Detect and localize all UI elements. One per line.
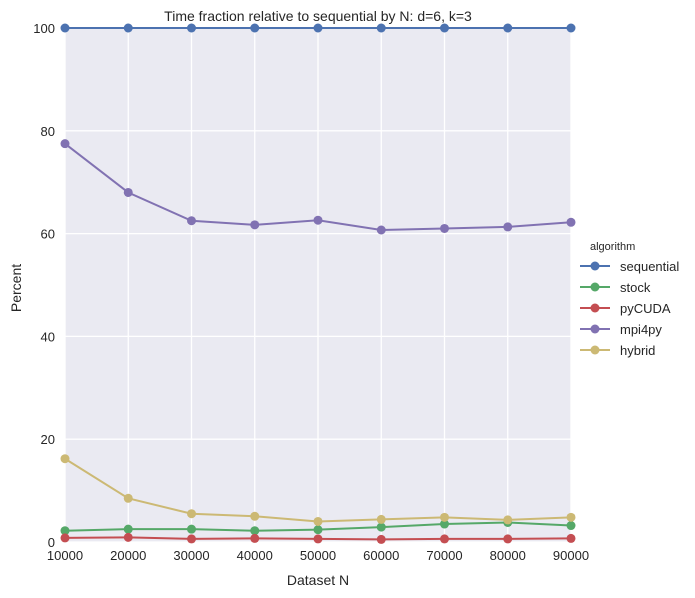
data-point-hybrid — [123, 493, 133, 503]
series-mpi4py — [60, 139, 576, 235]
data-point-stock — [60, 526, 70, 536]
data-point-hybrid — [313, 516, 323, 526]
data-point-pyCUDA — [503, 534, 513, 544]
legend-marker — [590, 345, 600, 355]
series-hybrid — [60, 454, 576, 526]
data-point-stock — [250, 526, 260, 536]
legend-label: pyCUDA — [620, 301, 671, 316]
legend-item-hybrid: hybrid — [580, 343, 655, 358]
data-point-stock — [376, 522, 386, 532]
data-point-stock — [440, 519, 449, 529]
legend: algorithm sequential stock pyCUDA mpi4py hyb… — [580, 241, 679, 358]
series-sequential — [60, 23, 576, 33]
legend-item-pyCUDA: pyCUDA — [580, 301, 671, 316]
series-pyCUDA — [60, 532, 576, 544]
y-tick-labels: 0 20 40 60 80 100 — [33, 21, 55, 550]
data-point-mpi4py — [440, 223, 449, 233]
legend-item-mpi4py: mpi4py — [580, 322, 662, 337]
legend-marker — [590, 324, 600, 334]
data-point-pyCUDA — [313, 534, 323, 544]
data-point-pyCUDA — [566, 533, 576, 543]
data-point-stock — [123, 524, 133, 534]
data-point-mpi4py — [187, 216, 196, 226]
x-tick-label: 90000 — [553, 548, 589, 563]
data-point-pyCUDA — [250, 533, 260, 543]
legend-marker — [590, 261, 600, 271]
data-point-sequential — [376, 23, 386, 33]
y-tick-label: 100 — [33, 21, 55, 36]
y-axis-label: Percent — [8, 264, 24, 312]
data-point-pyCUDA — [376, 534, 386, 544]
data-point-sequential — [503, 23, 513, 33]
legend-label: stock — [620, 280, 651, 295]
legend-marker — [590, 282, 600, 292]
x-tick-label: 10000 — [47, 548, 83, 563]
data-point-hybrid — [566, 512, 576, 522]
legend-title: algorithm — [590, 241, 635, 253]
y-tick-label: 0 — [48, 535, 55, 550]
x-tick-labels: 10000 20000 30000 40000 50000 60000 70000 80000… — [47, 548, 589, 563]
legend-item-sequential: sequential — [580, 259, 679, 274]
x-tick-label: 80000 — [490, 548, 526, 563]
x-tick-label: 20000 — [110, 548, 146, 563]
data-point-sequential — [566, 23, 576, 33]
legend-label: mpi4py — [620, 322, 662, 337]
x-tick-label: 70000 — [426, 548, 462, 563]
data-point-mpi4py — [566, 217, 576, 227]
legend-marker — [590, 303, 600, 313]
y-tick-label: 20 — [41, 432, 55, 447]
x-tick-label: 60000 — [363, 548, 399, 563]
y-tick-label: 80 — [41, 124, 55, 139]
x-tick-label: 50000 — [300, 548, 336, 563]
legend-item-stock: stock — [580, 280, 651, 295]
data-point-hybrid — [60, 454, 70, 464]
data-point-pyCUDA — [123, 532, 133, 542]
y-tick-label: 40 — [41, 329, 55, 344]
data-point-mpi4py — [123, 187, 133, 197]
data-point-mpi4py — [60, 139, 70, 149]
y-tick-label: 60 — [41, 227, 55, 242]
data-point-pyCUDA — [440, 534, 449, 544]
data-point-hybrid — [376, 514, 386, 524]
series-layer — [60, 23, 576, 544]
data-point-stock — [566, 521, 576, 531]
data-point-mpi4py — [250, 220, 260, 230]
legend-label: sequential — [620, 259, 679, 274]
x-axis-label: Dataset N — [287, 572, 349, 588]
data-point-sequential — [313, 23, 323, 33]
data-point-pyCUDA — [187, 534, 196, 544]
data-point-hybrid — [187, 509, 196, 519]
chart-title: Time fraction relative to sequential by … — [164, 8, 472, 24]
data-point-mpi4py — [376, 225, 386, 235]
data-point-pyCUDA — [60, 533, 70, 543]
data-point-stock — [313, 525, 323, 535]
data-point-hybrid — [250, 511, 260, 521]
data-point-mpi4py — [313, 215, 323, 225]
data-point-sequential — [60, 23, 70, 33]
x-tick-label: 30000 — [173, 548, 209, 563]
data-point-stock — [187, 524, 196, 534]
data-point-mpi4py — [503, 222, 513, 232]
data-point-sequential — [440, 23, 449, 33]
legend-label: hybrid — [620, 343, 655, 358]
data-point-sequential — [123, 23, 133, 33]
data-point-sequential — [187, 23, 196, 33]
x-tick-label: 40000 — [237, 548, 273, 563]
data-point-sequential — [250, 23, 260, 33]
data-point-hybrid — [503, 515, 513, 525]
data-point-hybrid — [440, 512, 449, 522]
